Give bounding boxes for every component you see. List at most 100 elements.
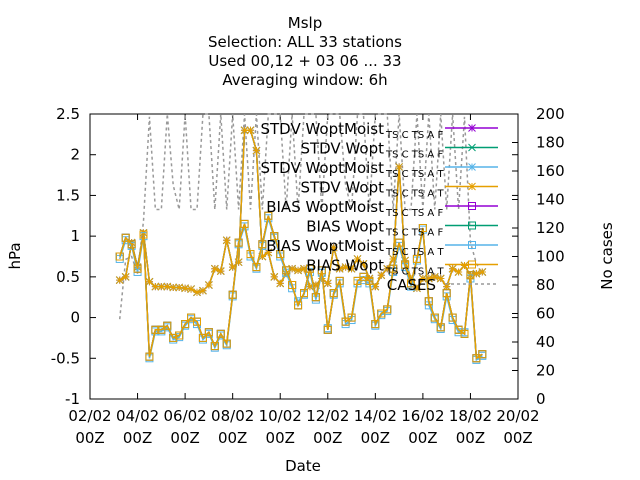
legend-label: STDV WoptMoist bbox=[260, 120, 384, 138]
data-point bbox=[121, 233, 130, 242]
series-line bbox=[119, 215, 483, 360]
data-point bbox=[377, 309, 386, 318]
legend-marker bbox=[468, 260, 476, 269]
data-point bbox=[157, 325, 166, 334]
data-point bbox=[216, 329, 225, 338]
cases-line bbox=[118, 113, 483, 320]
legend-sublabel: TS C TS A F bbox=[385, 130, 443, 141]
legend-label: BIAS WoptMoist bbox=[266, 237, 384, 255]
x-tick-label-date: 06/02 bbox=[163, 407, 206, 425]
data-point bbox=[157, 282, 166, 291]
x-tick-label-hour: 00Z bbox=[170, 429, 199, 447]
data-point bbox=[430, 313, 439, 322]
data-point bbox=[407, 279, 415, 288]
legend-marker bbox=[468, 124, 476, 132]
data-point bbox=[436, 274, 445, 283]
x-tick-label-hour: 00Z bbox=[266, 429, 295, 447]
y2-tick-label: 0 bbox=[536, 390, 546, 408]
data-point bbox=[270, 232, 279, 241]
data-point bbox=[395, 163, 403, 171]
legend-label: STDV Wopt bbox=[300, 179, 384, 197]
data-point bbox=[413, 284, 421, 293]
y2-tick-label: 100 bbox=[536, 248, 565, 266]
legend-sublabel: TS C TS A F bbox=[385, 150, 443, 161]
data-point bbox=[151, 325, 160, 334]
x-axis: 02/02 00Z 04/02 00Z 06/02 00Z 08/02 00Z 10/02 00Z… bbox=[68, 114, 540, 447]
data-point bbox=[169, 283, 178, 292]
data-point bbox=[407, 274, 415, 283]
data-point bbox=[442, 282, 451, 291]
data-point bbox=[199, 286, 207, 295]
series-layer bbox=[115, 113, 487, 364]
data-point bbox=[460, 329, 469, 338]
series-7 bbox=[115, 211, 487, 363]
y2-tick-label: 140 bbox=[536, 191, 565, 209]
legend-sublabel: TS C TS A T bbox=[385, 189, 444, 200]
data-point bbox=[371, 320, 380, 329]
y2-tick-label: 200 bbox=[536, 105, 565, 123]
y-tick-label: 1.5 bbox=[56, 186, 80, 204]
x-tick-label-hour: 00Z bbox=[408, 429, 437, 447]
data-point bbox=[395, 238, 404, 247]
x-tick-label-hour: 00Z bbox=[456, 429, 485, 447]
data-point bbox=[300, 264, 308, 273]
data-point bbox=[193, 317, 201, 326]
title-line: Selection: ALL 33 stations bbox=[208, 33, 402, 51]
x-tick-label-hour: 00Z bbox=[123, 429, 152, 447]
data-point bbox=[240, 219, 249, 228]
data-point bbox=[359, 272, 368, 281]
legend-label: CASES bbox=[387, 276, 436, 294]
data-point bbox=[401, 256, 409, 265]
legend-sublabel: TS C TS A F bbox=[385, 208, 443, 219]
data-point bbox=[335, 276, 344, 285]
data-point bbox=[419, 274, 427, 283]
data-point bbox=[163, 321, 172, 330]
data-point bbox=[175, 283, 184, 292]
data-point bbox=[216, 267, 225, 276]
data-point bbox=[454, 268, 463, 276]
data-point bbox=[204, 328, 213, 337]
x-tick-label-date: 02/02 bbox=[68, 407, 111, 425]
legend-label: BIAS Wopt bbox=[306, 218, 384, 236]
y-tick-label: 2.5 bbox=[56, 105, 80, 123]
legend-marker bbox=[468, 241, 476, 249]
legend-sublabel: TS C TS A T bbox=[385, 267, 444, 278]
x-tick-label-hour: 00Z bbox=[218, 429, 247, 447]
data-point bbox=[288, 264, 296, 273]
data-point bbox=[306, 282, 314, 291]
y-tick-label: 1 bbox=[70, 227, 80, 245]
data-point bbox=[234, 238, 243, 247]
data-point bbox=[323, 325, 332, 334]
data-point bbox=[347, 313, 356, 322]
data-point bbox=[472, 269, 481, 278]
legend-marker bbox=[468, 143, 476, 152]
y2-tick-label: 80 bbox=[536, 276, 555, 294]
x-tick-label-date: 12/02 bbox=[306, 407, 349, 425]
y2-tick-label: 60 bbox=[536, 305, 555, 323]
data-point bbox=[264, 248, 273, 257]
y2-tick-label: 180 bbox=[536, 134, 565, 152]
x-tick-label-hour: 00Z bbox=[503, 429, 532, 447]
data-point bbox=[312, 281, 320, 289]
legend-label: STDV Wopt bbox=[300, 140, 384, 158]
data-point bbox=[181, 284, 189, 293]
data-point bbox=[288, 281, 297, 289]
x-tick-label-date: 16/02 bbox=[401, 407, 444, 425]
y-tick-label: -0.5 bbox=[51, 349, 80, 367]
data-point bbox=[317, 266, 326, 275]
data-point bbox=[169, 333, 178, 342]
data-point bbox=[377, 271, 386, 280]
data-point bbox=[389, 264, 398, 273]
legend-marker bbox=[468, 202, 476, 210]
data-point bbox=[228, 263, 237, 271]
data-point bbox=[436, 323, 445, 332]
title-line: Used 00,12 + 03 06 ... 33 bbox=[208, 52, 401, 70]
legend-marker bbox=[468, 182, 476, 191]
data-point bbox=[252, 263, 261, 272]
y-tick-label: 2 bbox=[70, 146, 80, 164]
y2-tick-label: 40 bbox=[536, 333, 555, 351]
data-point bbox=[115, 252, 124, 261]
data-point bbox=[115, 276, 124, 284]
data-point bbox=[181, 320, 190, 329]
